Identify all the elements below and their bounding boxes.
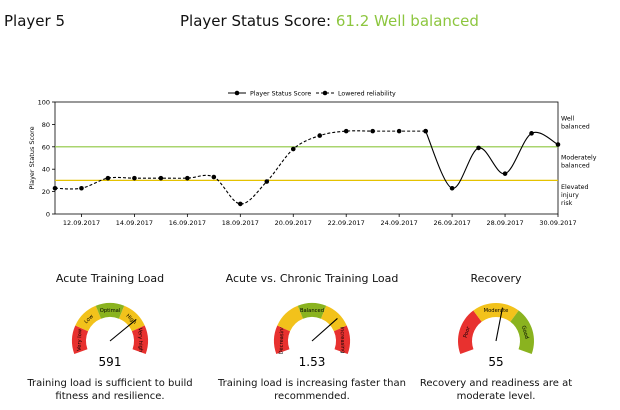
gauge-acute-chronic: Acute vs. Chronic Training Load Decreasi…	[212, 272, 412, 403]
data-point	[370, 128, 375, 134]
data-point	[52, 185, 58, 191]
gauge-dial: Poor Moderate Good 55	[458, 303, 534, 369]
x-tick-label: 30.09.2017	[539, 219, 576, 227]
x-tick-label: 20.09.2017	[275, 219, 312, 227]
data-point	[79, 185, 84, 191]
gauge-segment	[118, 305, 145, 332]
gauge-recovery: Recovery Poor Moderate Good 55 Recovery and…	[396, 272, 596, 403]
gauge-title: Acute Training Load	[55, 272, 165, 285]
data-point	[396, 128, 402, 134]
gauge-value: 1.53	[299, 355, 326, 369]
gauge-zone-label: Decreasing	[279, 325, 286, 354]
y-tick-label: 100	[38, 99, 50, 107]
y-axis-label: Player Status Score	[28, 126, 36, 189]
gauge-segment	[75, 305, 102, 332]
series-line-1	[425, 130, 559, 189]
x-tick-label: 16.09.2017	[169, 219, 206, 227]
gauge-needle	[495, 307, 504, 342]
data-point	[502, 171, 508, 176]
player-name: Player 5	[4, 12, 65, 30]
data-point	[238, 201, 243, 207]
data-point	[185, 175, 190, 181]
gauge-zone-label: Balanced	[300, 308, 324, 314]
legend-marker-1	[322, 90, 328, 96]
data-point	[529, 131, 534, 136]
gauge-needle	[311, 318, 338, 342]
gauge-title: Acute vs. Chronic Training Load	[225, 272, 399, 285]
gauge-segment	[72, 325, 89, 354]
data-point	[343, 128, 349, 134]
y-tick-label: 60	[42, 143, 50, 151]
gauge-segment	[473, 303, 519, 322]
legend-marker-0	[234, 90, 240, 96]
gauge-segment	[277, 305, 304, 332]
series-line-0	[54, 130, 426, 205]
gauge-segment	[320, 305, 347, 332]
gauge-description: Training load is increasing faster than …	[218, 378, 406, 402]
gauge-zone-label: Very low	[77, 328, 84, 351]
x-tick-label: 18.09.2017	[222, 219, 259, 227]
data-point	[264, 179, 270, 184]
data-point	[476, 145, 481, 151]
y-tick-label: 80	[42, 121, 50, 129]
data-point	[423, 128, 428, 134]
status-score-heading: Player Status Score: 61.2 Well balanced	[180, 12, 479, 30]
gauge-title: Recovery	[470, 272, 522, 285]
x-tick-label: 26.09.2017	[433, 219, 470, 227]
data-point	[290, 146, 296, 152]
x-tick-label: 28.09.2017	[486, 219, 523, 227]
legend-label-1: Lowered reliability	[338, 90, 396, 97]
y-tick-label: 40	[42, 166, 50, 174]
zone-label: Elevated injury risk	[561, 184, 589, 207]
gauge-segment	[131, 325, 148, 354]
plot-frame	[54, 101, 559, 215]
y-tick-label: 20	[42, 188, 50, 196]
x-tick-label: 24.09.2017	[381, 219, 418, 227]
gauge-value: 55	[488, 355, 503, 369]
data-point	[555, 142, 561, 147]
zone-label: Moderately balanced	[561, 155, 597, 170]
gauge-zone-label: Increasing	[339, 326, 346, 353]
x-tick-label: 22.09.2017	[328, 219, 365, 227]
gauge-value: 591	[99, 355, 122, 369]
gauge-zone-label: Poor	[463, 325, 472, 338]
gauge-zone-label: Moderate	[484, 308, 509, 314]
data-point	[317, 133, 323, 138]
x-tick-label: 14.09.2017	[116, 219, 153, 227]
data-point	[211, 174, 217, 180]
gauge-segment	[274, 325, 291, 354]
gauge-zone-label: Good	[520, 325, 530, 340]
data-point	[105, 175, 111, 181]
gauge-description: Training load is sufficient to build fit…	[27, 378, 193, 402]
data-point	[132, 175, 137, 181]
zone-label: Well balanced	[561, 115, 590, 130]
status-score-value: 61.2 Well balanced	[335, 12, 479, 30]
y-tick-label: 0	[46, 211, 50, 219]
legend-label-0: Player Status Score	[250, 90, 311, 97]
status-score-chart: 0 20 40 60 80 100 Player Status Score 12.09.201…	[28, 90, 597, 227]
gauge-segment	[458, 310, 482, 354]
gauge-segment	[297, 303, 327, 319]
gauge-zone-label: Very high	[137, 328, 144, 353]
gauge-zone-label: Optimal	[100, 308, 121, 314]
gauge-segment	[510, 310, 534, 354]
gauge-needle	[109, 318, 137, 342]
data-point	[158, 175, 164, 181]
gauge-acute-load: Acute Training Load Very low Low Optimal Hi…	[10, 272, 210, 403]
gauge-dial: Decreasing Balanced Increasing 1.53	[274, 303, 350, 369]
x-tick-label: 12.09.2017	[63, 219, 100, 227]
data-point	[449, 185, 455, 191]
gauge-description: Recovery and readiness are at moderate l…	[419, 378, 573, 402]
status-score-label: Player Status Score:	[180, 12, 332, 30]
gauge-segment	[95, 303, 125, 319]
gauge-zone-label: Low	[83, 313, 95, 325]
gauge-segment	[333, 325, 350, 354]
